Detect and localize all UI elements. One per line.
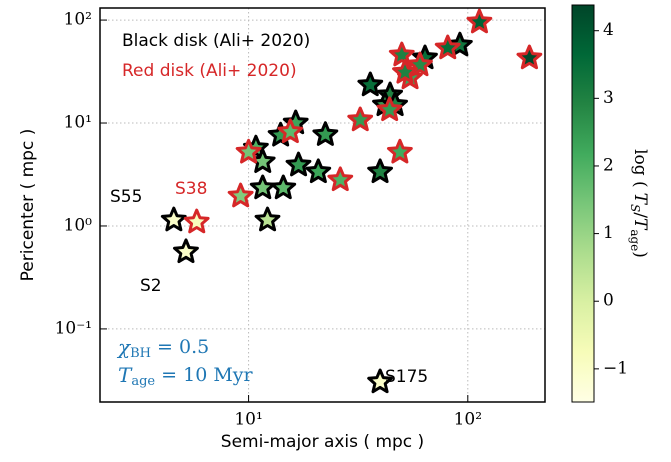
star-marker	[235, 138, 262, 164]
star-marker	[466, 8, 493, 34]
y-tick-label: 10⁻¹	[55, 318, 92, 338]
colorbar-tick-label: 0	[603, 291, 614, 311]
param-rest: = 10 Myr	[155, 364, 253, 386]
star-marker	[327, 166, 354, 192]
x-axis-label: Semi-major axis ( mpc )	[221, 432, 424, 452]
star-marker	[173, 238, 199, 264]
clabel-s2: age	[629, 229, 643, 251]
annotation: S2	[140, 276, 162, 296]
star-marker	[387, 138, 413, 164]
annotation: S175	[385, 367, 428, 387]
star-marker	[516, 44, 543, 70]
annotation: S55	[110, 187, 142, 207]
colorbar-tick-label: −1	[603, 358, 628, 378]
annotation: S38	[175, 179, 207, 199]
y-tick-label: 10¹	[64, 113, 92, 133]
param-sub: age	[131, 374, 155, 389]
legend-entry: Red disk (Ali+ 2020)	[122, 61, 297, 81]
star-marker	[434, 34, 461, 60]
colorbar-tick-label: 1	[603, 223, 614, 243]
y-axis-label: Pericenter ( mpc )	[18, 129, 38, 282]
y-tick-label: 10²	[64, 10, 92, 30]
param-symbol: T	[118, 363, 133, 387]
y-tick-label: 10⁰	[64, 215, 93, 235]
param-rest: = 0.5	[151, 336, 209, 358]
star-marker	[305, 158, 332, 184]
star-marker	[388, 41, 415, 67]
clabel-t1: T	[631, 193, 651, 206]
plot-frame	[99, 7, 546, 403]
clabel-pre: log (	[631, 149, 651, 188]
colorbar	[571, 4, 595, 403]
x-tick-label: 10²	[454, 410, 482, 430]
clabel-mid: /	[631, 212, 651, 218]
star-marker	[347, 106, 374, 132]
param-sub: BH	[130, 346, 151, 361]
parameter-label: χBH = 0.5	[116, 335, 209, 361]
param-symbol: χ	[116, 335, 132, 359]
star-marker	[160, 206, 187, 232]
star-marker	[367, 158, 393, 184]
clabel-post: )	[631, 251, 651, 258]
star-marker	[392, 58, 418, 84]
star-marker	[376, 96, 403, 122]
star-marker	[227, 182, 254, 208]
clabel-s1: S	[629, 204, 643, 212]
star-marker	[183, 208, 210, 234]
x-tick-label: 10¹	[234, 410, 262, 430]
parameter-label: Tage = 10 Myr	[118, 363, 254, 389]
colorbar-tick-label: 3	[603, 88, 614, 108]
star-marker	[249, 174, 276, 200]
star-marker	[312, 121, 339, 146]
legend-entry: Black disk (Ali+ 2020)	[122, 31, 310, 51]
star-marker	[285, 151, 312, 177]
colorbar-tick-label: 4	[603, 20, 614, 40]
star-marker	[277, 118, 304, 144]
star-marker	[357, 71, 384, 97]
star-marker	[367, 368, 393, 394]
star-marker	[254, 206, 281, 232]
colorbar-tick-label: 2	[603, 155, 614, 175]
colorbar-label: log (TS/Tage)	[629, 149, 651, 258]
clabel-t2: T	[631, 218, 651, 231]
star-marker	[270, 174, 297, 200]
